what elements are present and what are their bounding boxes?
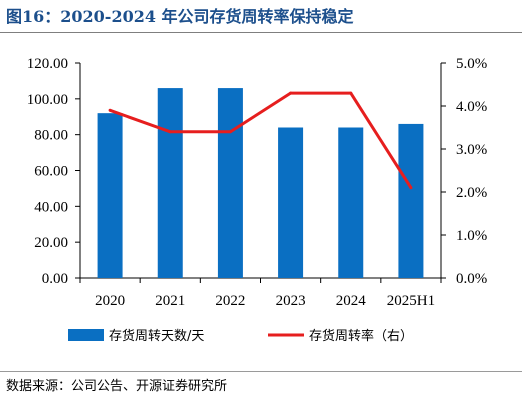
line-point <box>168 130 172 134</box>
y-right-tick-label: 3.0% <box>456 142 487 158</box>
line-point <box>349 91 353 95</box>
legend-label-line: 存货周转率（右） <box>309 328 413 344</box>
line-point <box>289 91 293 95</box>
bar <box>398 123 424 279</box>
x-tick-label: 2020 <box>95 293 125 309</box>
bar <box>338 127 364 278</box>
line-point <box>108 108 112 112</box>
legend: 存货周转天数/天 存货周转率（右） <box>68 328 413 344</box>
y-right-tick-label: 4.0% <box>456 99 487 115</box>
x-tick-label: 2023 <box>276 293 306 309</box>
legend-swatch-bar <box>68 329 104 341</box>
line-point <box>409 186 413 190</box>
title-divider <box>0 32 522 33</box>
bar <box>97 113 123 279</box>
y-right-tick-label: 1.0% <box>456 228 487 244</box>
y-right-tick-label: 2.0% <box>456 185 487 201</box>
y-left-tick-label: 20.00 <box>34 235 68 251</box>
line-series <box>108 91 413 190</box>
x-tick-label: 2025H1 <box>387 293 435 309</box>
bar-series <box>97 88 424 279</box>
chart-title: 图16：2020-2024 年公司存货周转率保持稳定 <box>6 7 354 26</box>
y-left-tick-label: 40.00 <box>34 199 68 215</box>
axes <box>75 62 446 283</box>
y-left-tick-label: 100.00 <box>27 92 68 108</box>
y-left-tick-label: 0.00 <box>42 271 68 287</box>
bar <box>278 127 304 278</box>
x-tick-label: 2022 <box>215 293 245 309</box>
y-right-tick-label: 5.0% <box>456 56 487 72</box>
x-tick-label: 2021 <box>155 293 185 309</box>
inventory-turnover-chart: 0.00 20.00 40.00 60.00 80.00 100.00 120.00 0.0%… <box>27 56 488 344</box>
y-right-tick-label: 0.0% <box>456 271 487 287</box>
line-point <box>228 130 232 134</box>
x-tick-label: 2024 <box>336 293 367 309</box>
y-left-tick-label: 80.00 <box>34 128 68 144</box>
bar <box>217 88 243 278</box>
bar <box>157 88 183 278</box>
footer-divider <box>0 371 522 372</box>
legend-label-bar: 存货周转天数/天 <box>109 328 204 344</box>
turnover-line <box>109 91 413 189</box>
tick-labels: 0.00 20.00 40.00 60.00 80.00 100.00 120.00 0.0%… <box>27 56 488 309</box>
y-left-tick-label: 60.00 <box>34 164 68 180</box>
y-left-tick-label: 120.00 <box>27 56 68 72</box>
source-note: 数据来源：公司公告、开源证券研究所 <box>6 379 228 394</box>
